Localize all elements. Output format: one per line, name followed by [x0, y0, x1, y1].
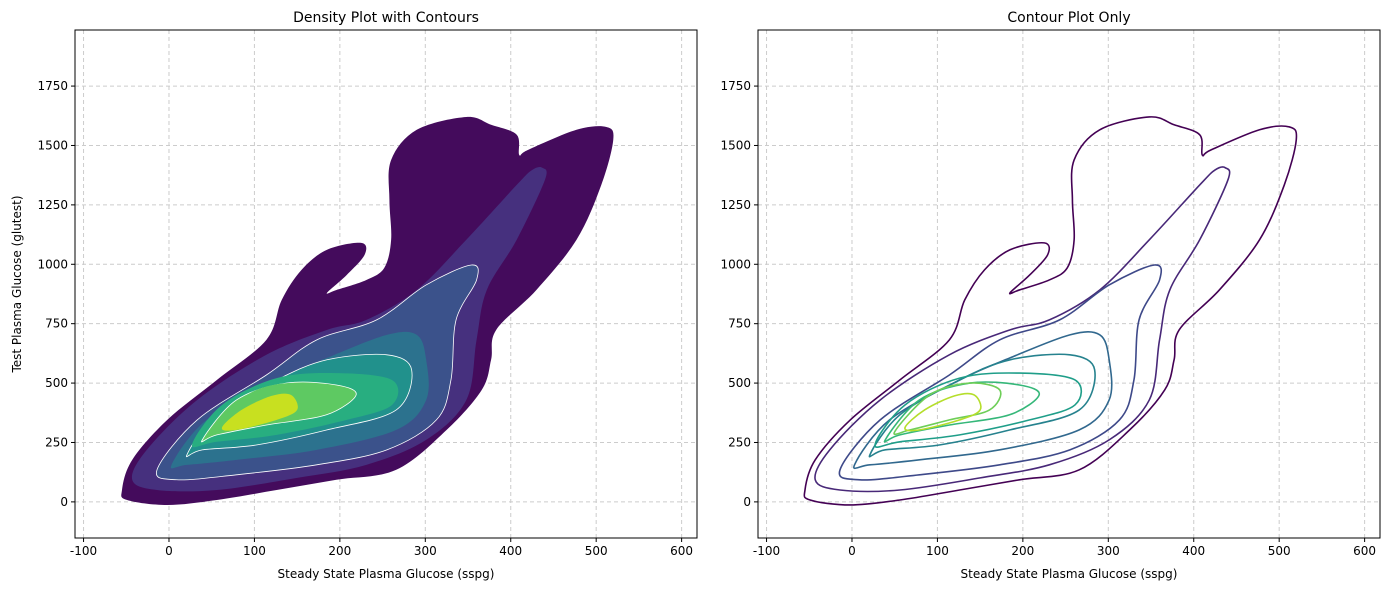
x-tick-label: 200: [328, 544, 351, 558]
y-tick-label: 750: [728, 317, 751, 331]
contour-line-level-8: [893, 382, 1002, 436]
white-contour-line: [201, 381, 357, 443]
y-tick-label: 1500: [37, 138, 68, 152]
left-x-axis-label: Steady State Plasma Glucose (sspg): [278, 567, 495, 581]
y-tick-label: 1000: [720, 257, 751, 271]
x-tick-label: 200: [1011, 544, 1034, 558]
axes-frame: [74, 29, 698, 539]
contours: [121, 116, 614, 505]
x-tick-label: 600: [1353, 544, 1376, 558]
contour-line-level-7: [883, 381, 1041, 443]
x-tick-label: 500: [585, 544, 608, 558]
x-tick-label: 100: [926, 544, 949, 558]
x-tick-label: 400: [1182, 544, 1205, 558]
y-tick-label: 0: [60, 495, 68, 509]
right-x-axis-label: Steady State Plasma Glucose (sspg): [961, 567, 1178, 581]
y-tick-label: 1000: [37, 257, 68, 271]
density-fill-level-9: [221, 393, 298, 431]
white-contour-line: [155, 264, 479, 481]
y-tick-label: 0: [743, 495, 751, 509]
right-chart-title: Contour Plot Only: [1007, 10, 1130, 26]
y-tick-label: 250: [45, 435, 68, 449]
x-tick-label: 400: [499, 544, 522, 558]
x-tick-label: 500: [1268, 544, 1291, 558]
left-y-axis-label: Test Plasma Glucose (glutest): [10, 195, 24, 373]
x-tick-label: 600: [670, 544, 693, 558]
y-tick-label: 1750: [720, 79, 751, 93]
x-tick-label: 300: [414, 544, 437, 558]
x-tick-label: 0: [848, 544, 856, 558]
contour-line-level-3: [838, 264, 1163, 481]
y-tick-label: 1750: [37, 79, 68, 93]
x-tick-label: 300: [1097, 544, 1120, 558]
left-chart-title: Density Plot with Contours: [293, 10, 479, 26]
contour-line-level-2: [814, 166, 1231, 493]
y-tick-label: 1500: [720, 138, 751, 152]
y-tick-label: 500: [728, 376, 751, 390]
y-tick-label: 750: [45, 317, 68, 331]
axes-frame: [757, 29, 1381, 539]
x-tick-label: 0: [165, 544, 173, 558]
y-tick-label: 1250: [37, 198, 68, 212]
x-tick-label: -100: [70, 544, 97, 558]
y-tick-label: 500: [45, 376, 68, 390]
contour-plot-axes: Contour Plot Only Steady State Plasma Gl…: [720, 10, 1381, 581]
y-tick-label: 250: [728, 435, 751, 449]
density-plot-axes: Density Plot with Contours Steady State …: [10, 10, 698, 581]
contour-line-level-1: [803, 116, 1298, 506]
y-tick-label: 1250: [720, 198, 751, 212]
x-tick-label: -100: [753, 544, 780, 558]
x-tick-label: 100: [243, 544, 266, 558]
contour-line-level-6: [874, 372, 1083, 448]
contours: [803, 116, 1298, 506]
contour-line-level-9: [904, 392, 982, 432]
